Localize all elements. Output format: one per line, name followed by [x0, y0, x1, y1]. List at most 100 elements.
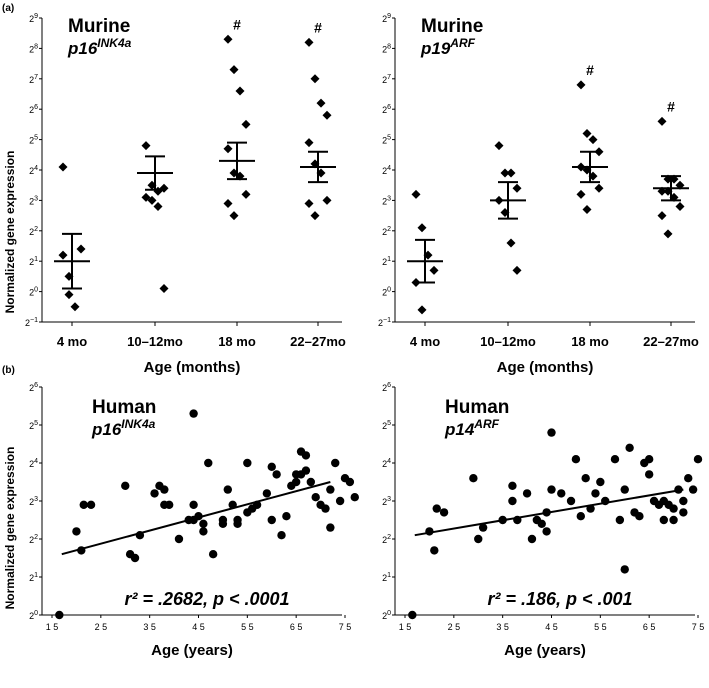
significance-marker: # — [667, 98, 675, 114]
data-point — [522, 489, 532, 498]
data-point — [669, 504, 678, 513]
data-point — [500, 168, 510, 178]
y-tick-label: 28 — [382, 43, 391, 54]
y-tick-label: 2−1 — [25, 317, 38, 328]
data-point — [326, 523, 335, 532]
x-tick-label: 7 5 — [339, 622, 352, 632]
data-point — [596, 477, 605, 487]
x-tick-label: 1 5 — [46, 622, 59, 632]
y-tick-label: 21 — [382, 572, 391, 583]
data-point — [537, 519, 546, 528]
data-point — [657, 116, 667, 126]
data-point — [669, 515, 678, 525]
data-point — [291, 477, 301, 487]
chart-title-species: Murine — [68, 16, 130, 37]
data-point — [243, 458, 252, 468]
chart-title-species: Human — [445, 397, 509, 418]
y-axis-label-b: Normalized gene expression — [3, 447, 17, 610]
data-point — [310, 211, 320, 221]
data-point — [588, 135, 598, 145]
y-tick-label: 26 — [29, 382, 38, 393]
data-point — [508, 496, 517, 506]
data-point — [55, 610, 64, 620]
data-point — [223, 34, 233, 44]
data-point — [229, 211, 239, 221]
data-point — [657, 211, 667, 221]
y-tick-label: 27 — [382, 74, 391, 85]
data-point — [659, 515, 669, 525]
data-point — [121, 481, 130, 490]
data-point — [345, 477, 355, 487]
x-tick-label: 10–12mo — [480, 334, 536, 349]
data-point — [141, 141, 151, 151]
data-point — [72, 527, 81, 536]
y-tick-label: 23 — [29, 195, 38, 206]
data-point — [625, 443, 634, 452]
data-point — [693, 455, 703, 464]
data-point — [304, 37, 314, 47]
data-point — [235, 86, 245, 96]
data-point — [508, 481, 517, 490]
y-tick-label: 23 — [29, 496, 38, 507]
data-point — [76, 244, 86, 254]
data-point — [311, 493, 320, 502]
data-point — [335, 496, 345, 506]
data-point — [512, 265, 522, 275]
x-tick-label: 6 5 — [643, 622, 656, 632]
data-point — [331, 458, 340, 468]
data-point — [70, 302, 80, 312]
data-point — [350, 493, 359, 502]
chart-title-gene: p14ARF — [444, 417, 500, 439]
data-point — [310, 74, 320, 84]
y-tick-label: 28 — [29, 43, 38, 54]
y-tick-label: 25 — [29, 420, 38, 431]
data-point — [174, 534, 184, 544]
data-point — [635, 512, 644, 521]
chart-title-gene: p19ARF — [420, 36, 476, 58]
x-tick-label: 7 5 — [692, 622, 705, 632]
data-point — [620, 565, 629, 574]
y-tick-label: 24 — [29, 165, 38, 176]
data-point — [474, 534, 483, 544]
data-point — [189, 500, 198, 509]
chart-title-species: Human — [92, 397, 156, 418]
data-point — [291, 470, 301, 479]
stat-annotation: r² = .186, p < .001 — [487, 589, 632, 609]
y-tick-label: 26 — [29, 104, 38, 115]
data-point — [160, 485, 169, 494]
data-point — [304, 198, 314, 208]
x-axis-label: Age (years) — [151, 642, 233, 659]
data-point — [159, 284, 169, 294]
x-tick-label: 3 5 — [496, 622, 509, 632]
significance-marker: # — [314, 19, 322, 35]
data-point — [644, 455, 654, 464]
y-tick-label: 29 — [382, 13, 391, 24]
data-point — [267, 462, 276, 471]
data-point — [610, 455, 620, 464]
y-tick-label: 23 — [382, 496, 391, 507]
y-tick-label: 20 — [382, 610, 391, 621]
data-point — [411, 189, 421, 199]
data-point — [301, 466, 311, 475]
x-tick-label: 4 mo — [410, 334, 440, 349]
data-point — [304, 138, 314, 148]
y-tick-label: 27 — [29, 74, 38, 85]
y-tick-label: 21 — [29, 256, 38, 267]
y-tick-label: 21 — [382, 256, 391, 267]
data-point — [615, 515, 625, 525]
x-axis-label: Age (months) — [144, 359, 241, 376]
x-axis-label: Age (months) — [497, 359, 594, 376]
data-point — [506, 238, 516, 248]
regression-line — [61, 481, 331, 556]
data-point — [199, 527, 208, 536]
regression-line — [414, 488, 684, 537]
data-point — [594, 183, 604, 193]
data-point — [582, 129, 592, 139]
y-tick-label: 29 — [29, 13, 38, 24]
data-point — [644, 470, 654, 479]
data-point — [241, 189, 251, 199]
panel-a-label: (a) — [2, 3, 14, 14]
data-point — [322, 195, 332, 205]
y-tick-label: 25 — [29, 135, 38, 146]
data-point — [576, 80, 586, 90]
